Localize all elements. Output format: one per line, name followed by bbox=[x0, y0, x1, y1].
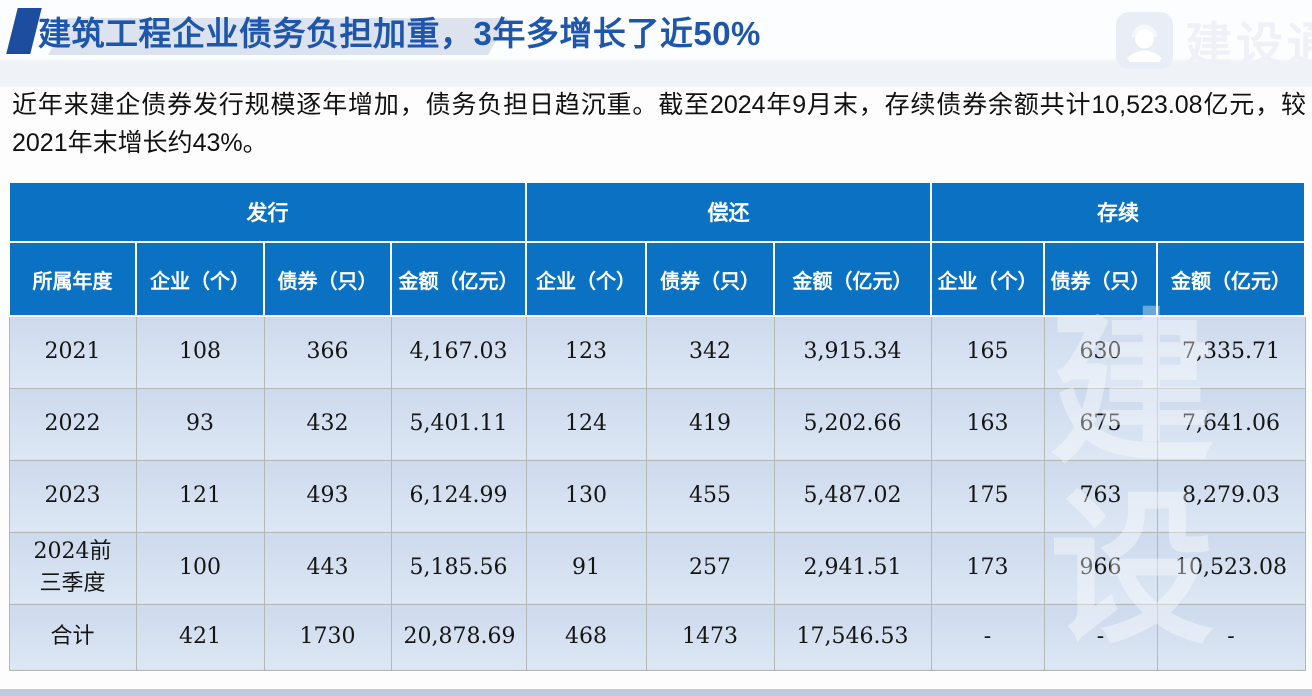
table-cell: 173 bbox=[930, 531, 1045, 605]
table-cell: 165 bbox=[930, 315, 1045, 389]
table-cell: 93 bbox=[135, 387, 265, 461]
table-column-header-row: 所属年度 企业（个） 债券（只） 金额（亿元） 企业（个） 债券（只） 金额（亿… bbox=[8, 241, 1307, 317]
group-header-outstanding: 存续 bbox=[930, 181, 1307, 243]
column-header: 债券（只） bbox=[263, 241, 392, 317]
group-header-issuance: 发行 bbox=[8, 181, 527, 243]
table-cell: 763 bbox=[1043, 459, 1158, 533]
table-cell: - bbox=[930, 603, 1045, 671]
column-header: 金额（亿元） bbox=[772, 241, 933, 317]
table-cell: 455 bbox=[645, 459, 775, 533]
title-band: 建筑工程企业债务负担加重，3年多增长了近50% 建设通 bbox=[0, 0, 1312, 88]
table-cell: 3,915.34 bbox=[773, 315, 932, 389]
table-cell: 121 bbox=[135, 459, 265, 533]
table-cell: 5,202.66 bbox=[773, 387, 932, 461]
table-cell: 443 bbox=[263, 531, 392, 605]
table-cell: 966 bbox=[1043, 531, 1158, 605]
table-cell: 630 bbox=[1043, 315, 1158, 389]
table-cell: 366 bbox=[263, 315, 392, 389]
table-cell: 1730 bbox=[263, 603, 392, 671]
column-header: 企业（个） bbox=[135, 241, 265, 317]
column-header: 金额（亿元） bbox=[390, 241, 527, 317]
table-cell: 10,523.08 bbox=[1156, 531, 1306, 605]
table-cell: 419 bbox=[645, 387, 775, 461]
bottom-strip bbox=[0, 689, 1312, 696]
column-header-year: 所属年度 bbox=[8, 241, 137, 317]
table-cell: 5,401.11 bbox=[390, 387, 527, 461]
table-group-header-row: 发行 偿还 存续 bbox=[8, 181, 1307, 243]
table-cell: 20,878.69 bbox=[390, 603, 527, 671]
construction-worker-icon bbox=[1116, 12, 1173, 69]
column-header: 债券（只） bbox=[1043, 241, 1159, 317]
table-cell: 6,124.99 bbox=[390, 459, 527, 533]
table-cell: 432 bbox=[263, 387, 392, 461]
row-label: 合计 bbox=[8, 603, 137, 671]
table-cell: - bbox=[1156, 603, 1306, 671]
table-cell: 4,167.03 bbox=[390, 315, 527, 389]
column-header: 债券（只） bbox=[645, 241, 775, 317]
table-cell: 175 bbox=[930, 459, 1045, 533]
table-cell: 342 bbox=[645, 315, 775, 389]
bond-statistics-table: 发行 偿还 存续 所属年度 企业（个） 债券（只） 金额（亿元） 企业（个） 债… bbox=[8, 181, 1307, 671]
title-accent-bar bbox=[6, 8, 42, 54]
brand-watermark-text: 建设通 bbox=[1185, 18, 1312, 71]
table-row-2022: 2022 93 432 5,401.11 124 419 5,202.66 16… bbox=[8, 387, 1306, 461]
row-label: 2024前三季度 bbox=[8, 531, 137, 605]
table-cell: 123 bbox=[525, 315, 647, 389]
table-cell: 5,185.56 bbox=[390, 531, 527, 605]
table-cell: 108 bbox=[135, 315, 265, 389]
brand-watermark: 建设通 bbox=[1116, 6, 1312, 75]
table-cell: 468 bbox=[525, 603, 647, 671]
table-cell: 257 bbox=[645, 531, 775, 605]
table-row-2023: 2023 121 493 6,124.99 130 455 5,487.02 1… bbox=[8, 459, 1306, 533]
table-cell: 5,487.02 bbox=[773, 459, 932, 533]
table-cell: - bbox=[1043, 603, 1158, 671]
table-cell: 7,641.06 bbox=[1156, 387, 1306, 461]
row-label: 2021 bbox=[8, 315, 137, 389]
table-cell: 493 bbox=[263, 459, 392, 533]
column-header: 企业（个） bbox=[525, 241, 647, 317]
page-title: 建筑工程企业债务负担加重，3年多增长了近50% bbox=[38, 15, 761, 52]
table-cell: 8,279.03 bbox=[1156, 459, 1306, 533]
table-cell: 130 bbox=[525, 459, 647, 533]
group-header-repayment: 偿还 bbox=[524, 181, 933, 243]
column-header: 金额（亿元） bbox=[1156, 241, 1307, 317]
row-label: 2023 bbox=[8, 459, 137, 533]
column-header: 企业（个） bbox=[930, 241, 1046, 317]
row-label: 2022 bbox=[8, 387, 137, 461]
table-cell: 100 bbox=[135, 531, 265, 605]
table-row-2021: 2021 108 366 4,167.03 123 342 3,915.34 1… bbox=[8, 315, 1306, 389]
table-row-2024q3: 2024前三季度 100 443 5,185.56 91 257 2,941.5… bbox=[8, 531, 1306, 605]
table-cell: 124 bbox=[525, 387, 647, 461]
table-cell: 163 bbox=[930, 387, 1045, 461]
intro-paragraph: 近年来建企债券发行规模逐年增加，债务负担日趋沉重。截至2024年9月末，存续债券… bbox=[12, 91, 1306, 157]
table-cell: 421 bbox=[135, 603, 265, 671]
table-cell: 675 bbox=[1043, 387, 1158, 461]
table-cell: 7,335.71 bbox=[1156, 315, 1306, 389]
table-cell: 1473 bbox=[645, 603, 775, 671]
table-cell: 91 bbox=[525, 531, 647, 605]
table-cell: 2,941.51 bbox=[773, 531, 932, 605]
table-cell: 17,546.53 bbox=[773, 603, 932, 671]
table-row-total: 合计 421 1730 20,878.69 468 1473 17,546.53… bbox=[8, 603, 1306, 671]
